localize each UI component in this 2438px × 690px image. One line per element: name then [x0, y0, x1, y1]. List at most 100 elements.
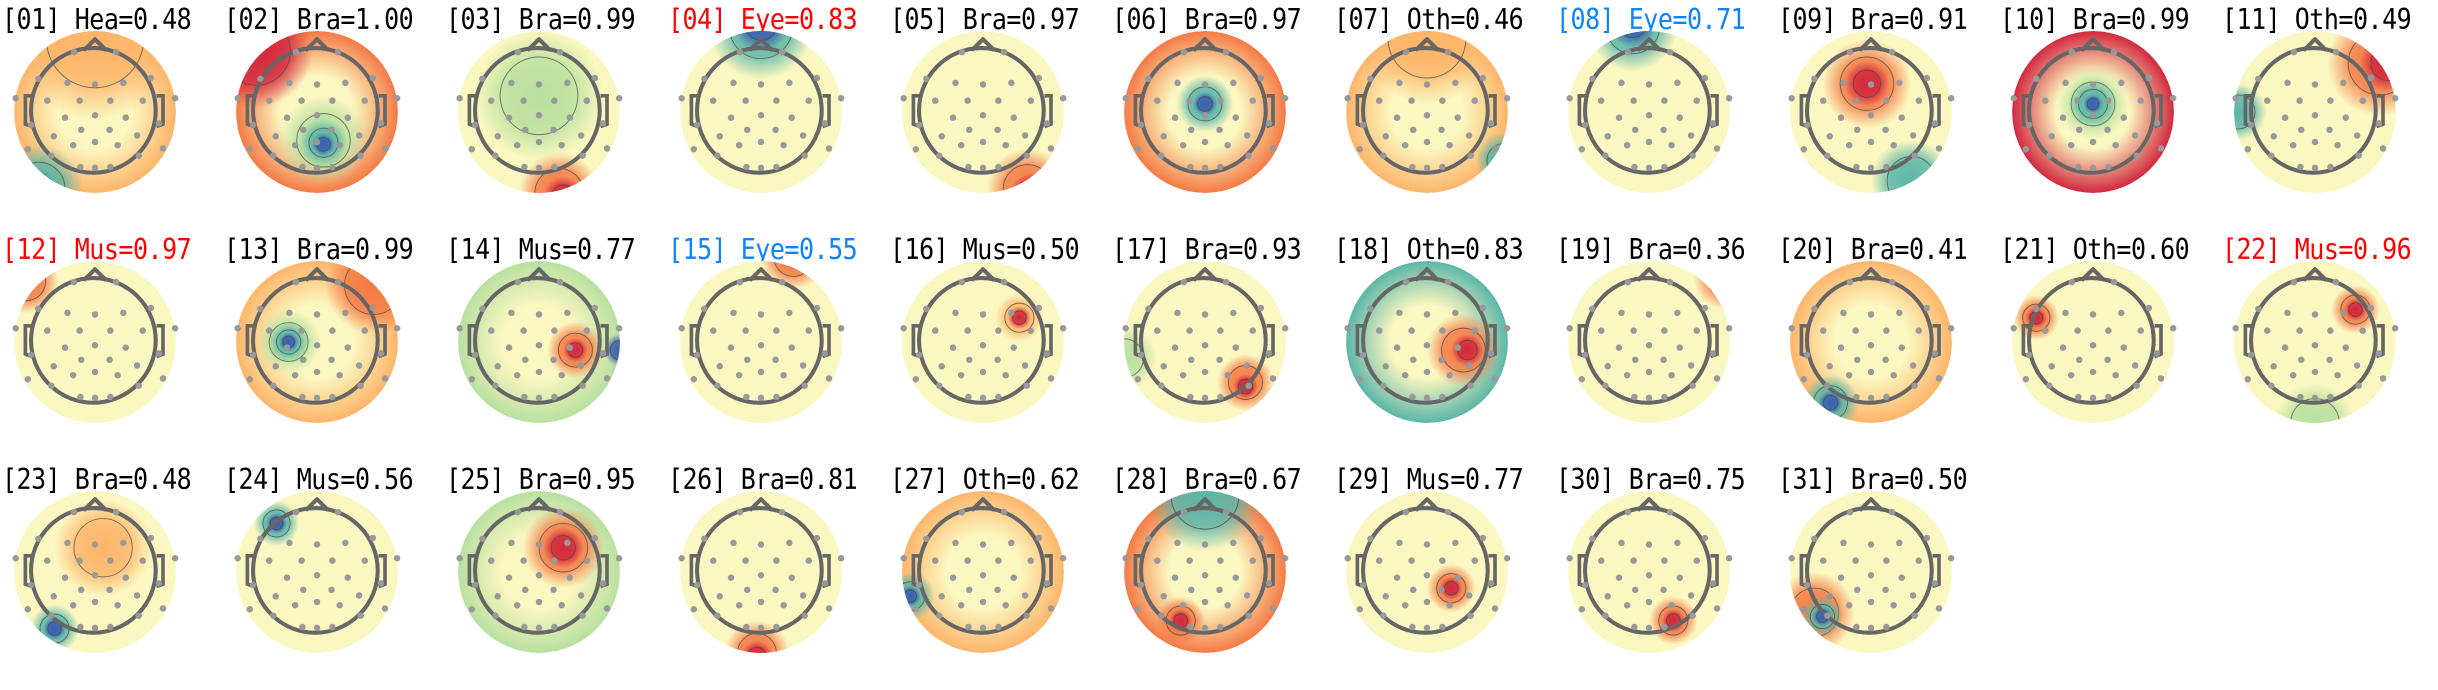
- electrode-dot: [1911, 382, 1918, 389]
- electrode-dot: [1423, 81, 1431, 88]
- electrode-dot: [107, 97, 114, 104]
- electrode-dot: [690, 146, 698, 153]
- electrode-dot: [1356, 376, 1364, 383]
- topomap: [2010, 261, 2177, 423]
- electrode-dot: [1201, 598, 1209, 606]
- electrode-dot: [513, 141, 521, 149]
- electrode-dot: [1487, 580, 1495, 587]
- electrode-dot: [107, 557, 114, 564]
- electrode-dot: [1911, 152, 1918, 159]
- activation-blob: [1812, 606, 1833, 627]
- electrode-dot: [912, 376, 920, 383]
- electrode-dot: [2334, 371, 2341, 379]
- head-outline: [1805, 506, 1934, 635]
- electrode-dot: [270, 152, 277, 159]
- electrode-dot: [1008, 79, 1015, 87]
- electrode-dot: [2131, 362, 2139, 369]
- electrode-dot: [964, 327, 971, 334]
- electrode-dot: [1376, 327, 1383, 334]
- electrode-dot: [1000, 48, 1008, 56]
- electrode-dot: [1467, 382, 1474, 389]
- electrode-dot: [1265, 120, 1273, 127]
- electrode-dot: [678, 325, 685, 332]
- electrode-dot: [757, 81, 765, 88]
- electrode-dot: [2089, 342, 2097, 349]
- electrode-dot: [35, 75, 42, 83]
- electrode-dot: [2298, 356, 2305, 364]
- activation-blob: [603, 333, 620, 367]
- electrode-dot: [825, 145, 833, 152]
- electrode-dot: [735, 601, 743, 609]
- electrode-dot: [1645, 138, 1653, 146]
- electrode-dot: [2264, 97, 2271, 104]
- electrode-dot: [1890, 141, 1897, 149]
- electrode-dot: [2068, 48, 2076, 56]
- electrode-dot: [1137, 121, 1145, 129]
- electrode-dot: [159, 375, 167, 382]
- electrode-dot: [1201, 342, 1209, 349]
- electrode-dot: [171, 325, 179, 332]
- electrode-dot: [471, 581, 479, 589]
- topomap: [234, 31, 401, 193]
- electrode-dot: [1035, 304, 1043, 312]
- electrode-dot: [393, 325, 401, 332]
- electrode-dot: [773, 163, 780, 171]
- electrode-dot: [24, 606, 32, 613]
- electrode-dot: [91, 598, 99, 606]
- electrode-dot: [1201, 81, 1209, 88]
- contour-line: [14, 261, 47, 302]
- nose-icon: [82, 267, 108, 282]
- electrode-dot: [2131, 132, 2139, 139]
- electrode-dot: [693, 121, 701, 129]
- electrode-dot: [1000, 508, 1008, 516]
- electrode-dot: [1439, 623, 1446, 631]
- electrode-dot: [313, 138, 321, 146]
- electrode-dot: [1216, 586, 1223, 594]
- electrode-dot: [1465, 362, 1473, 369]
- component-label: [13] Bra=0.99: [224, 232, 414, 266]
- electrode-dot: [1503, 95, 1511, 102]
- electrode-dot: [1047, 375, 1055, 382]
- electrode-dot: [361, 557, 368, 564]
- electrode-dot: [1909, 362, 1917, 369]
- electrode-dot: [1439, 163, 1446, 171]
- electrode-dot: [1232, 574, 1239, 581]
- electrode-dot: [1179, 141, 1187, 149]
- electrode-dot: [1896, 539, 1903, 547]
- electrode-dot: [1867, 164, 1875, 172]
- electrode-dot: [1882, 126, 1889, 134]
- component-06: [06] Bra=0.97: [1110, 0, 1332, 230]
- electrode-dot: [566, 344, 573, 351]
- electrode-dot: [1454, 344, 1461, 351]
- electrode-dot: [514, 278, 522, 286]
- electrode-dot: [2255, 75, 2262, 83]
- electrode-dot: [1438, 126, 1445, 134]
- electrode-dot: [1867, 368, 1875, 376]
- electrode-dot: [757, 368, 765, 376]
- nose-icon: [1192, 497, 1218, 512]
- electrode-dot: [114, 601, 121, 609]
- electrode-dot: [772, 126, 779, 134]
- electrode-dot: [964, 97, 971, 104]
- electrode-dot: [35, 305, 42, 313]
- electrode-dot: [1867, 394, 1875, 402]
- electrode-dot: [334, 278, 342, 286]
- electrode-dot: [2089, 138, 2097, 146]
- electrode-dot: [1380, 612, 1387, 619]
- electrode-dot: [591, 304, 599, 312]
- electrode-dot: [1840, 79, 1847, 87]
- electrode-dot: [106, 586, 113, 594]
- electrode-dot: [577, 592, 585, 599]
- electrode-dot: [2232, 95, 2239, 102]
- electrode-dot: [714, 382, 721, 389]
- electrode-dot: [1269, 605, 1277, 612]
- electrode-dot: [1674, 539, 1681, 547]
- electrode-dot: [693, 351, 701, 359]
- component-label: [07] Oth=0.46: [1334, 2, 1524, 36]
- electrode-dot: [2105, 97, 2112, 104]
- electrode-dot: [1281, 555, 1289, 562]
- electrode-dot: [328, 126, 335, 134]
- electrode-dot: [1661, 327, 1668, 334]
- electrode-dot: [1645, 541, 1653, 548]
- electrode-dot: [1661, 97, 1668, 104]
